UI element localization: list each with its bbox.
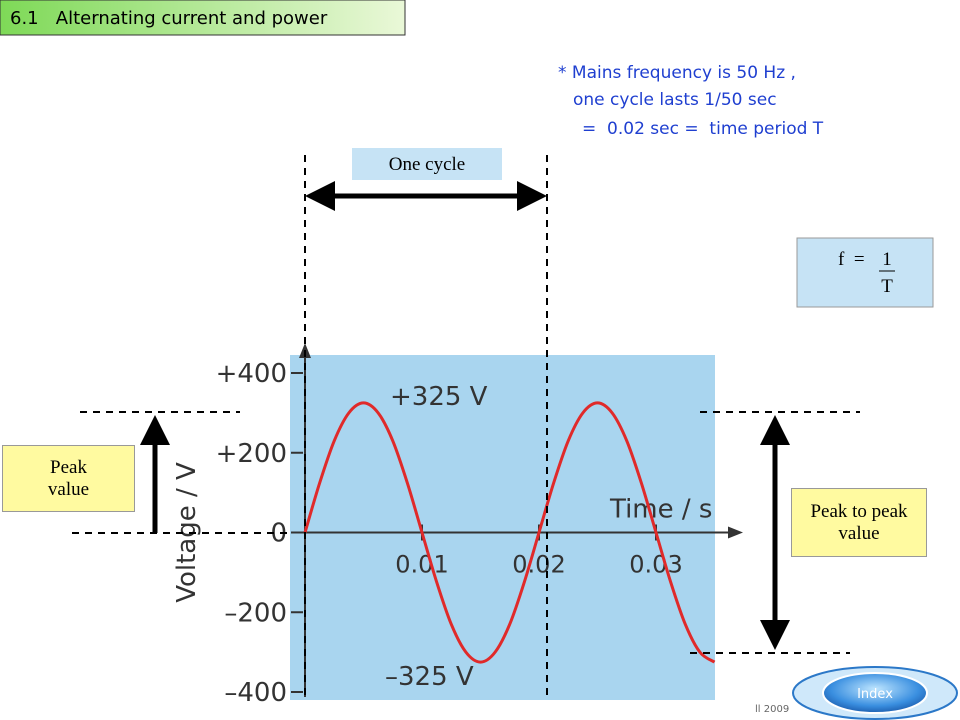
title: 6.1 Alternating current and power (10, 8, 328, 29)
x-tick-label: 0.01 (395, 551, 448, 579)
y-tick-label: +400 (216, 359, 287, 389)
x-axis-label: Time / s (609, 495, 712, 525)
one-cycle-box (352, 148, 502, 180)
x-axis-head (728, 526, 743, 539)
annotation: +325 V (390, 382, 488, 412)
y-tick-label: +200 (216, 439, 287, 469)
peak-value-label: Peak value (47, 456, 90, 500)
y-tick-label: –400 (224, 678, 287, 708)
x-tick-label: 0.03 (629, 551, 682, 579)
formula-box (796, 237, 934, 308)
guides (72, 155, 860, 700)
title-box (0, 0, 406, 36)
note: = 0.02 sec = time period T (582, 119, 824, 139)
formula-denominator: T (881, 276, 893, 297)
x-tick-label: 0.02 (512, 551, 565, 579)
voltage-curve (303, 401, 716, 664)
peak-to-peak-box: Peak to peak value (791, 488, 927, 557)
formula-numerator: 1 (882, 249, 892, 270)
peak-value-box: Peak value (2, 445, 135, 512)
y-tick-label: 0 (270, 519, 287, 549)
formula-lhs: f = (838, 249, 865, 270)
note: * Mains frequency is 50 Hz , (558, 63, 796, 83)
one-cycle-label: One cycle (389, 154, 465, 175)
index-label[interactable]: Index (857, 687, 893, 702)
footer: ll 2009 (755, 704, 789, 715)
y-tick-label: –200 (224, 598, 287, 628)
peak-to-peak-label: Peak to peak value (810, 500, 908, 544)
index-button[interactable] (822, 672, 928, 714)
note: one cycle lasts 1/50 sec (573, 90, 777, 110)
annotation: –325 V (385, 662, 474, 692)
